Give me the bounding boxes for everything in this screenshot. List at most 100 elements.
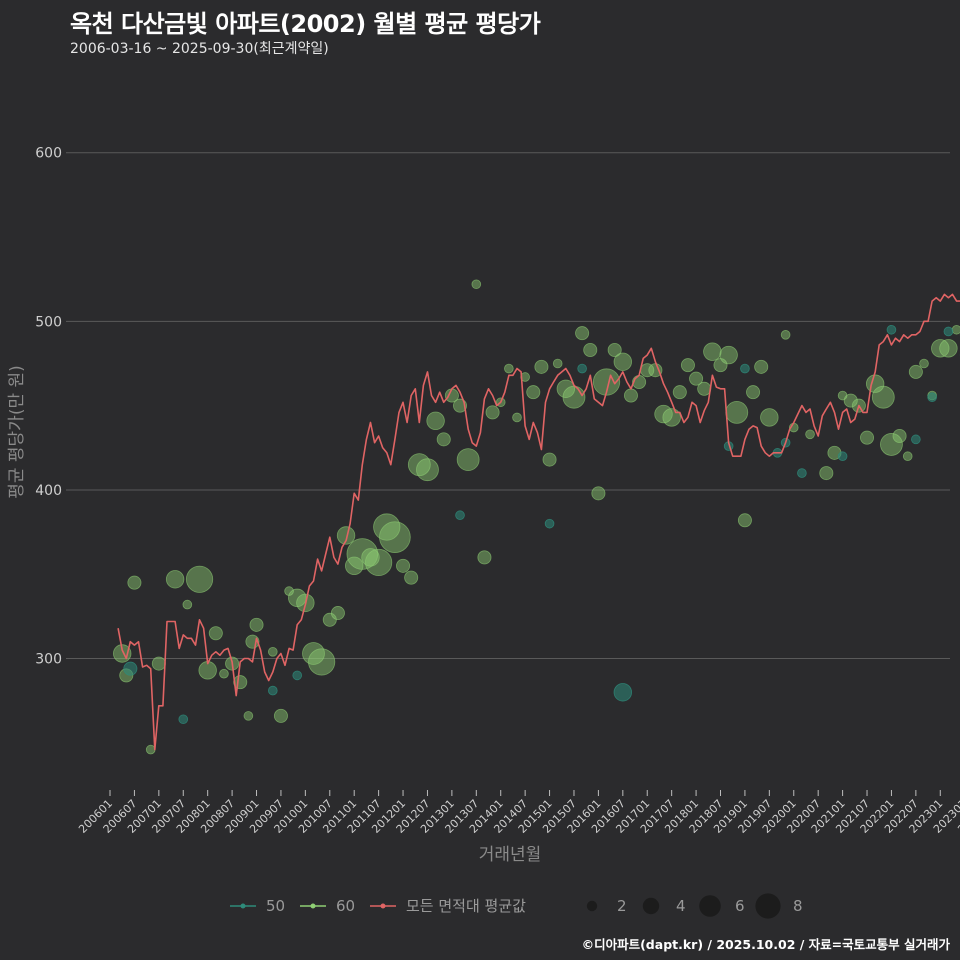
point-50	[292, 670, 303, 681]
legend-size-circle-3	[755, 893, 781, 919]
point-60	[345, 556, 364, 576]
point-60	[249, 617, 264, 632]
point-60	[746, 385, 761, 400]
legend-label-1: 60	[336, 897, 355, 915]
point-60	[512, 412, 522, 423]
y-tick-label: 300	[35, 652, 62, 668]
point-50	[927, 392, 937, 403]
point-60	[416, 458, 439, 482]
point-60	[426, 411, 445, 431]
point-60	[208, 626, 223, 641]
point-60	[145, 744, 156, 755]
point-60	[243, 711, 254, 721]
point-60	[672, 385, 687, 400]
point-60	[931, 339, 950, 358]
point-60	[607, 342, 622, 357]
point-60	[556, 379, 576, 398]
point-60	[880, 433, 903, 456]
point-60	[379, 521, 411, 553]
point-60	[575, 326, 590, 341]
point-60	[780, 330, 791, 340]
point-60	[485, 405, 500, 420]
point-60	[951, 324, 960, 335]
point-60	[623, 388, 638, 403]
legend-dot-2	[380, 903, 386, 909]
point-60	[477, 550, 492, 565]
legend: 50 60 모든 면적대 평균값 2 4 6 8	[230, 893, 803, 919]
y-tick-label: 400	[35, 483, 62, 499]
point-60	[662, 408, 681, 427]
point-60	[871, 385, 895, 409]
y-tick-label: 600	[35, 146, 62, 162]
legend-dot-0	[240, 903, 246, 909]
point-60	[719, 345, 738, 365]
legend-size-label-0: 2	[617, 897, 627, 915]
point-50	[267, 685, 278, 696]
point-60	[267, 647, 278, 657]
point-50	[613, 683, 633, 702]
point-60	[860, 430, 875, 445]
point-60	[365, 548, 393, 577]
point-50	[544, 518, 555, 529]
point-60	[219, 668, 229, 679]
point-50	[886, 324, 897, 335]
source-credit: ©디아파트(dapt.kr) / 2025.10.02 / 자료=국토교통부 실…	[581, 937, 950, 952]
legend-label-2: 모든 면적대 평균값	[406, 897, 526, 915]
legend-size-label-3: 8	[793, 897, 803, 915]
point-60	[404, 570, 419, 585]
point-60	[592, 368, 621, 396]
point-60	[583, 342, 598, 357]
point-60	[471, 279, 482, 290]
y-tick-label: 500	[35, 314, 62, 330]
x-axis: 2006012006072007012007072008012008072009…	[76, 790, 960, 836]
point-50	[943, 326, 954, 337]
point-60	[689, 371, 704, 386]
point-50	[837, 451, 848, 462]
series-50-points	[123, 324, 960, 725]
point-60	[308, 648, 336, 676]
point-60	[127, 575, 142, 590]
point-60	[939, 339, 958, 358]
grid-lines	[66, 152, 950, 660]
point-60	[302, 642, 325, 665]
chart-subtitle: 2006-03-16 ~ 2025-09-30(최근계약일)	[70, 41, 329, 57]
point-60	[902, 451, 913, 462]
point-60	[591, 486, 606, 501]
point-60	[396, 558, 411, 573]
point-60	[151, 656, 166, 671]
point-50	[123, 661, 138, 676]
mean-line	[117, 293, 960, 751]
chart-title: 옥천 다산금빛 아파트(2002) 월별 평균 평당가	[70, 10, 541, 38]
series-60-points	[113, 279, 960, 755]
point-60	[805, 429, 815, 440]
point-60	[182, 599, 193, 610]
point-60	[737, 513, 752, 528]
y-axis-ticks: 300 400 500 600	[35, 146, 62, 668]
legend-dot-1	[310, 903, 316, 909]
point-60	[697, 381, 712, 396]
point-60	[456, 448, 480, 471]
point-60	[562, 385, 586, 409]
point-60	[504, 363, 514, 374]
point-60	[185, 565, 214, 593]
point-60	[919, 358, 929, 369]
point-60	[552, 358, 563, 369]
y-axis-label: 평균 평당가(만 원)	[7, 365, 27, 499]
legend-size-label-1: 4	[676, 897, 686, 915]
point-60	[526, 385, 541, 400]
point-60	[725, 400, 749, 424]
point-60	[330, 606, 345, 621]
point-60	[361, 548, 380, 567]
legend-size-circle-1	[642, 897, 660, 915]
point-60	[819, 466, 834, 481]
point-50	[455, 510, 465, 521]
point-50	[577, 363, 587, 374]
point-60	[542, 452, 557, 467]
point-60	[754, 359, 769, 374]
legend-size-circle-2	[699, 895, 721, 917]
point-60	[534, 359, 549, 374]
point-60	[680, 358, 695, 373]
legend-label-0: 50	[266, 897, 285, 915]
point-50	[178, 714, 189, 725]
